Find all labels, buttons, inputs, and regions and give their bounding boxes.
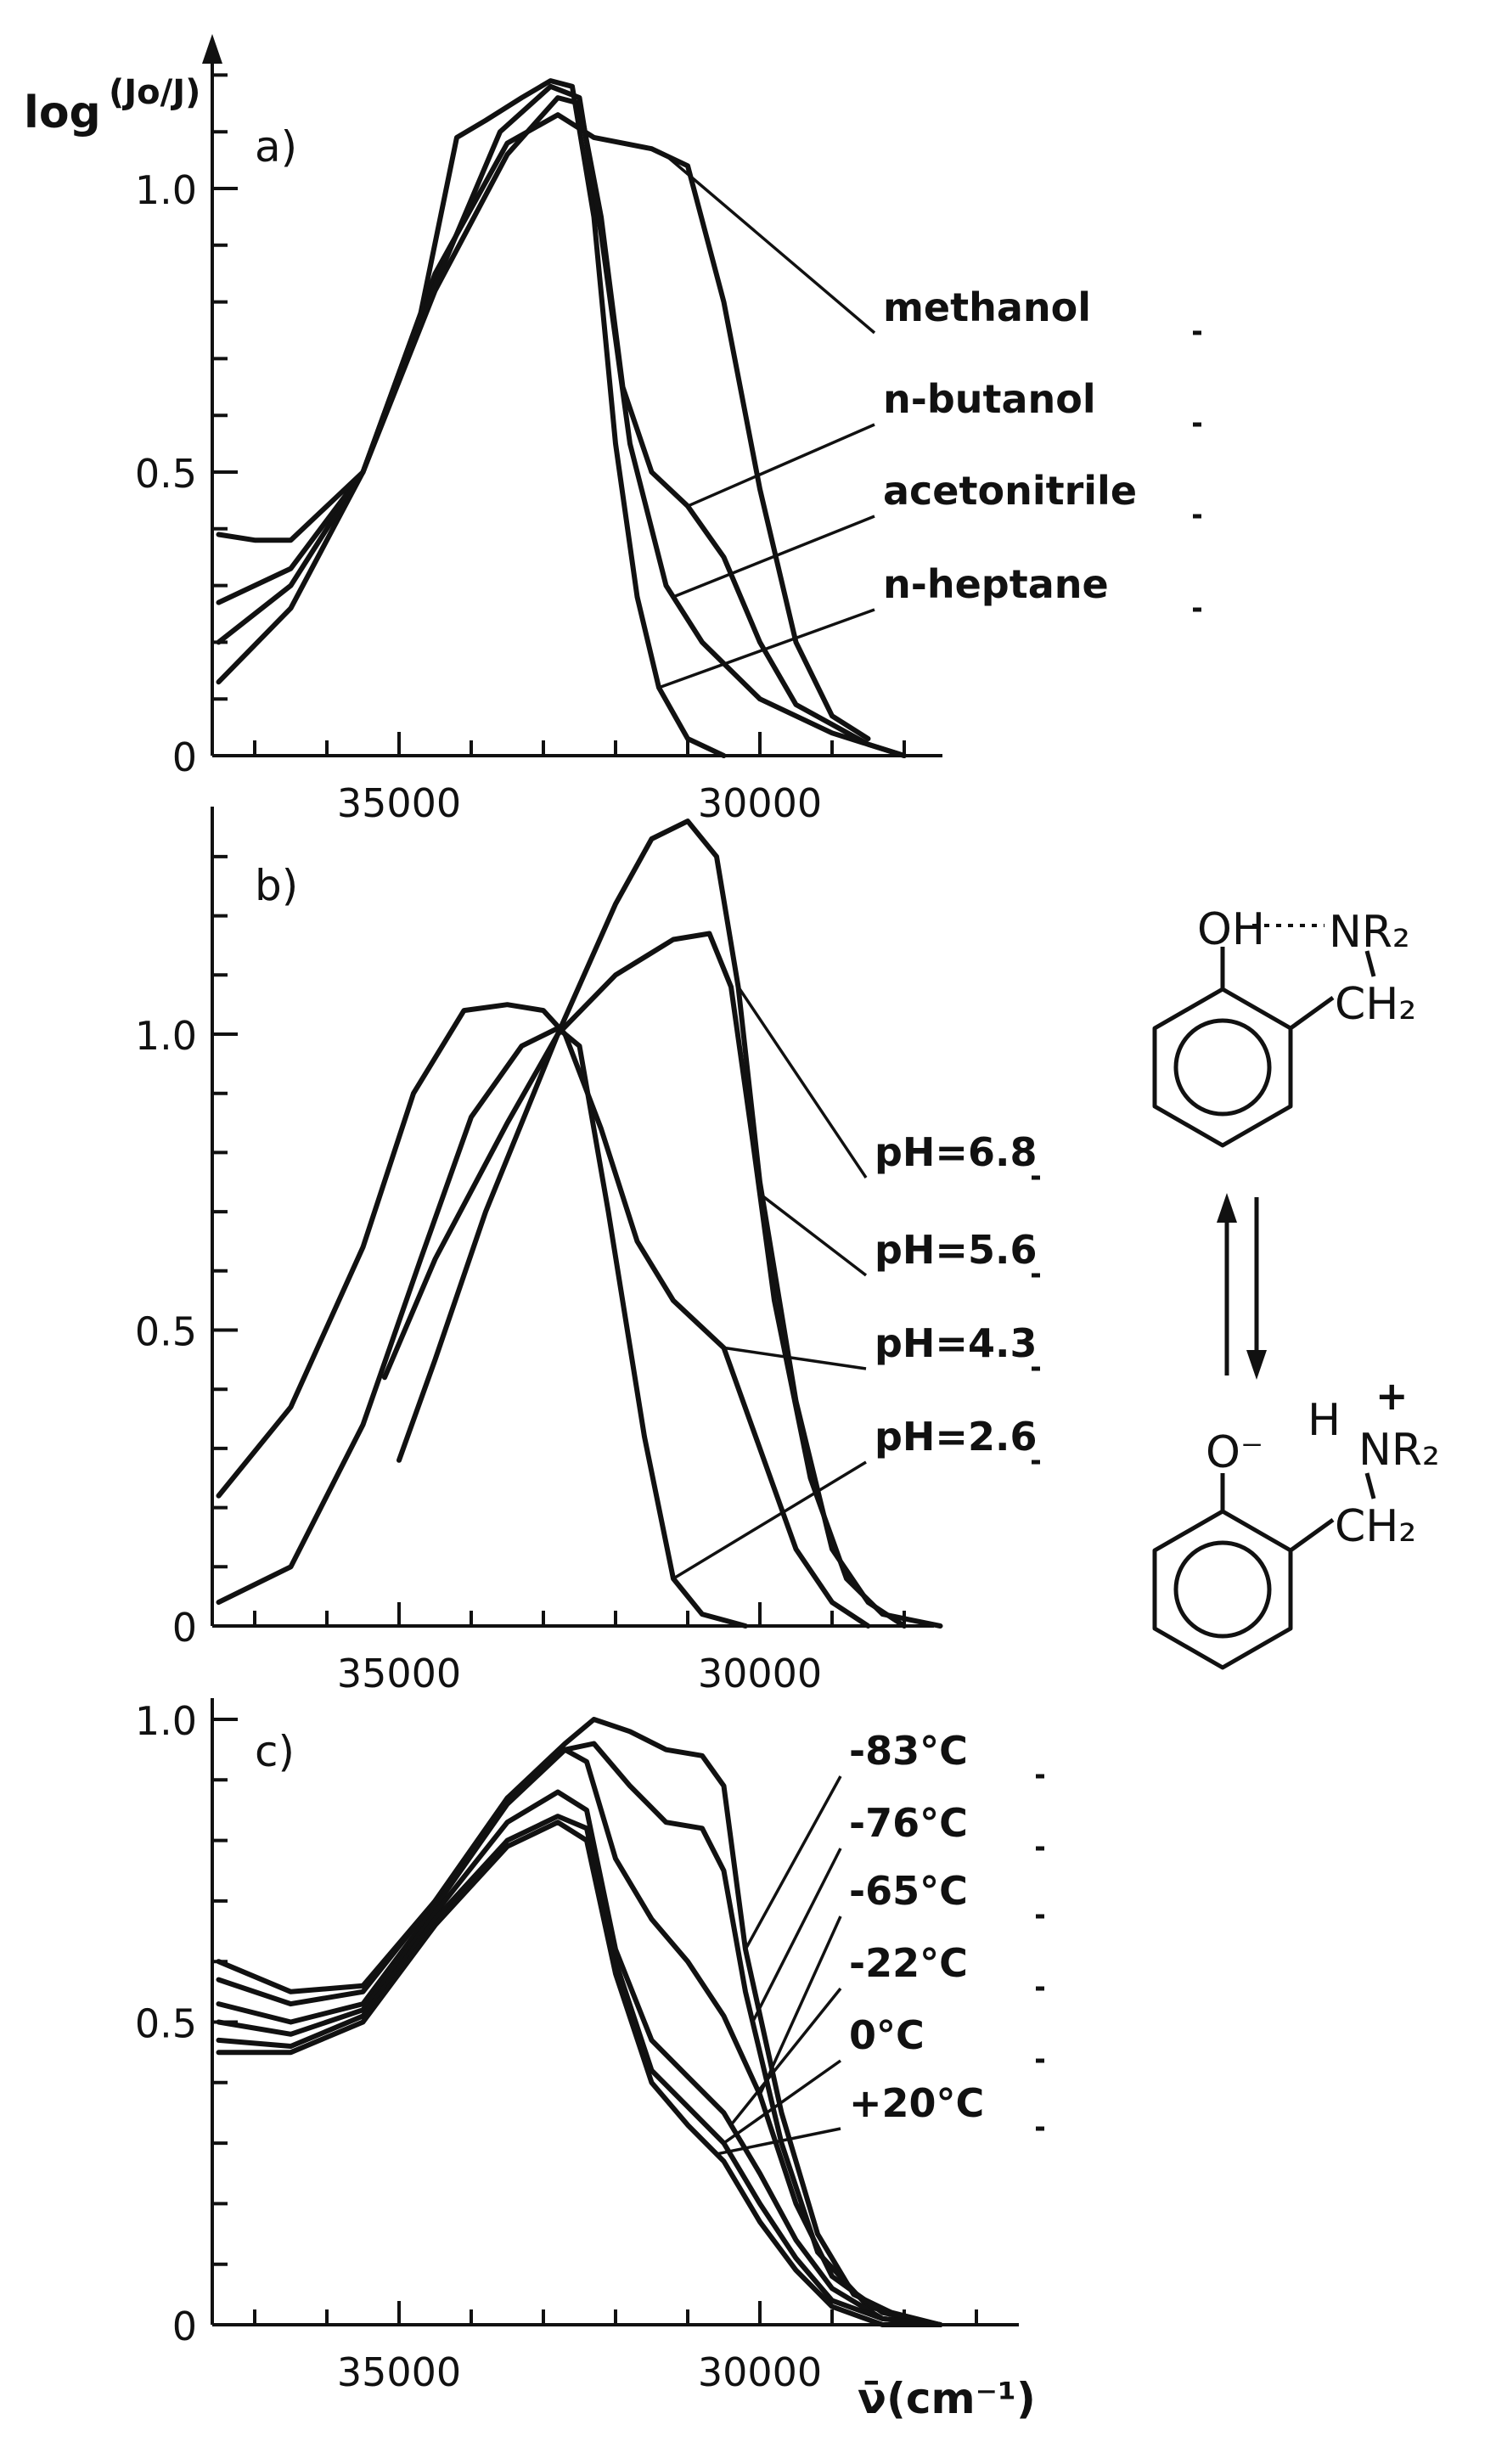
leader-line: [658, 608, 875, 689]
x-tick-label: 30000: [698, 780, 822, 826]
legend-label-0-c: 0°C: [849, 2012, 925, 2058]
arrow-down-head: [1246, 1350, 1267, 1380]
series-line-76-c: [216, 1741, 943, 2327]
y-axis-arrowhead: [202, 34, 222, 64]
series-line-65-c: [216, 1747, 943, 2327]
aromatic-circle-bottom: [1173, 1540, 1272, 1639]
legend-label-76-c: -76°C: [849, 1800, 968, 1846]
leader-line: [751, 1848, 842, 2023]
y-tick-label: 0.5: [135, 1309, 197, 1355]
y-axis-label-fraction: (Jo/J): [109, 73, 200, 112]
y-tick-label: 0: [172, 1605, 197, 1651]
leader-line: [758, 1192, 868, 1277]
y-tick-label: 0.5: [135, 451, 197, 497]
panel-label: c): [255, 1727, 295, 1776]
leader-line: [737, 986, 868, 1179]
legend-label-83-c: -83°C: [849, 1728, 968, 1774]
legend-label-n-butanol: n-butanol: [883, 376, 1096, 422]
leader-line: [723, 1346, 867, 1370]
leader-line: [716, 2127, 841, 2156]
legend-label-ph-4-3: pH=4.3: [875, 1320, 1037, 1366]
legend-label-acetonitrile: acetonitrile: [883, 468, 1137, 514]
equilibrium-arrows: [1217, 1193, 1267, 1380]
methylene-label-bottom: CH₂: [1335, 1501, 1416, 1552]
leader-line: [723, 2059, 842, 2145]
bond-ch2-n-bottom: [1364, 1472, 1376, 1499]
leader-line: [758, 1916, 842, 2096]
legend-label-ph-5-6: pH=5.6: [875, 1227, 1037, 1273]
amine-label-bottom: NR₂: [1358, 1425, 1440, 1476]
legend-label-22-c: -22°C: [849, 1940, 968, 1986]
y-tick-label: 1.0: [135, 167, 197, 213]
leader-line: [672, 515, 875, 599]
y-tick-label: 1.0: [135, 1698, 197, 1744]
x-tick-label: 35000: [337, 2349, 461, 2395]
bond-c-ch2-bottom: [1289, 1517, 1335, 1553]
series-line-n-heptane: [216, 78, 727, 758]
series-line-ph-4-3: [216, 1002, 871, 1629]
x-tick-label: 30000: [698, 2349, 822, 2395]
legend-label-n-heptane: n-heptane: [883, 561, 1109, 607]
series-line-ph-2-6: [216, 1026, 748, 1629]
hydroxyl-label: OH: [1197, 904, 1265, 955]
series-line-20-c: [216, 1820, 943, 2327]
leader-line: [665, 154, 876, 335]
panel-b: 0 0.5 1.0 35000 30000 b) pH=6.8 pH=5.6 pH=4.3 pH=…: [135, 807, 1040, 1696]
panel-a: 0 0.5 1.0 35000 30000 a) methanol n-butanol acet…: [135, 34, 1201, 826]
plus-charge: +: [1375, 1373, 1409, 1419]
y-tick-label: 0: [172, 734, 197, 780]
panel-label: a): [255, 122, 297, 172]
legend-label-20-c: +20°C: [849, 2080, 984, 2126]
methylene-label-top: CH₂: [1335, 979, 1416, 1030]
series-line-methanol: [216, 112, 871, 741]
x-axis-label: ν̄(cm⁻¹): [858, 2374, 1036, 2423]
x-tick-label: 35000: [337, 780, 461, 826]
series-line-22-c: [216, 1789, 943, 2327]
panel-c: 0 0.5 1.0 35000 30000 c) -83°C -76°C -65°C -22°C 0…: [135, 1698, 1044, 2395]
leader-line: [687, 423, 875, 508]
y-tick-label: 0: [172, 2304, 197, 2349]
y-tick-label: 1.0: [135, 1013, 197, 1059]
legend-label-ph-2-6: pH=2.6: [875, 1414, 1037, 1460]
leader-line: [744, 1775, 842, 1950]
bond-c-ch2-top: [1289, 995, 1335, 1031]
arrow-up-head: [1217, 1193, 1237, 1223]
bond-ch2-n-top: [1364, 950, 1376, 977]
series-line-ph-5-6: [382, 931, 943, 1629]
legend-label-methanol: methanol: [883, 284, 1091, 330]
series-line-ph-6-8: [396, 819, 907, 1629]
amine-label-top: NR₂: [1329, 907, 1410, 958]
aromatic-circle-top: [1173, 1018, 1272, 1117]
structure-zwitterion: O⁻ H + NR₂ CH₂: [1152, 1373, 1440, 1670]
x-tick-label: 35000: [337, 1651, 461, 1696]
legend-label-ph-6-8: pH=6.8: [875, 1129, 1037, 1175]
series-line-0-c: [216, 1814, 943, 2327]
leader-line: [729, 1987, 842, 2126]
structure-hbonded: OH NR₂ CH₂: [1152, 904, 1416, 1148]
x-tick-label: 30000: [698, 1651, 822, 1696]
ammonium-h-label: H: [1308, 1395, 1341, 1446]
panel-label: b): [255, 861, 298, 910]
legend-label-65-c: -65°C: [849, 1868, 968, 1914]
y-tick-label: 0.5: [135, 2001, 197, 2047]
y-axis-label: log: [24, 87, 101, 138]
phenolate-label: O⁻: [1206, 1427, 1263, 1478]
leader-line: [672, 1460, 867, 1580]
